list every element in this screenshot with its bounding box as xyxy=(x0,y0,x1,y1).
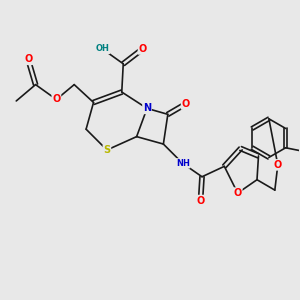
Text: O: O xyxy=(274,160,282,170)
Text: O: O xyxy=(138,44,147,54)
Text: NH: NH xyxy=(176,159,190,168)
Text: N: N xyxy=(143,103,151,113)
Text: O: O xyxy=(234,188,242,198)
Text: O: O xyxy=(52,94,61,104)
Text: O: O xyxy=(196,196,205,206)
Text: O: O xyxy=(182,99,190,109)
Text: S: S xyxy=(103,145,110,155)
Text: OH: OH xyxy=(95,44,110,53)
Text: O: O xyxy=(24,54,32,64)
